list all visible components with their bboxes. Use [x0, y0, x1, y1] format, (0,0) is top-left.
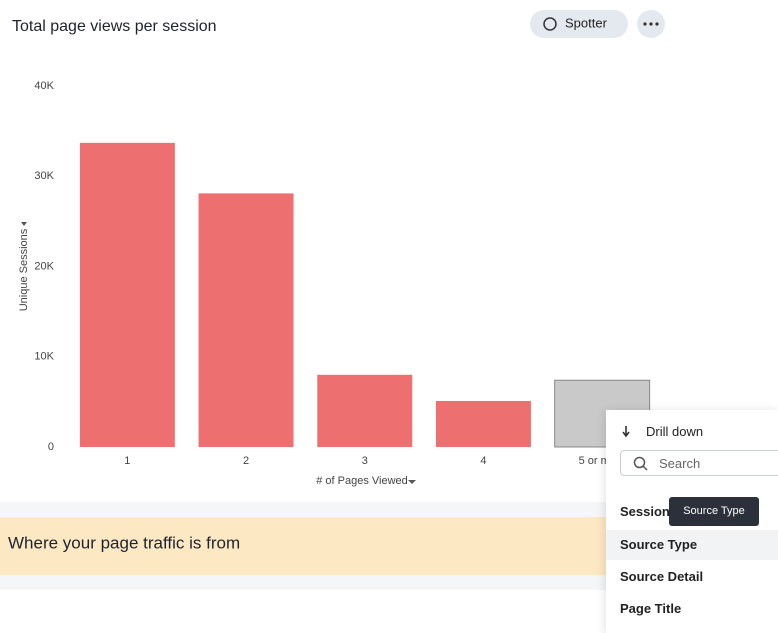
y-tick-label: 30K [34, 170, 54, 182]
chart-title: Total page views per session [12, 18, 217, 35]
drill-icon [622, 426, 630, 438]
y-tick-label: 20K [34, 260, 54, 272]
y-axis-caret [21, 222, 27, 226]
context-menu: Drill down Search Session Source Type So… [606, 410, 778, 633]
x-tick-label: 4 [480, 455, 486, 467]
bar[interactable] [79, 142, 175, 448]
x-tick-label: 1 [124, 455, 130, 467]
search-placeholder: Search [659, 456, 701, 471]
x-axis-caret [408, 480, 416, 484]
bar[interactable] [317, 374, 413, 447]
menu-item[interactable]: Page Title [620, 601, 682, 616]
x-tick-label: 3 [362, 455, 368, 467]
search-box[interactable]: Search [620, 450, 778, 476]
bar[interactable] [435, 400, 531, 447]
menu-item[interactable]: Source Type [606, 530, 778, 560]
more-icon [643, 22, 659, 26]
menu-item[interactable]: Source Detail [620, 569, 704, 584]
search-icon [633, 456, 648, 471]
y-axis-label[interactable]: Unique Sessions [18, 228, 30, 311]
x-axis-label[interactable]: # of Pages Viewed [316, 475, 408, 487]
y-tick-label: 10K [34, 351, 54, 363]
y-tick-label: 0 [48, 441, 54, 453]
spotter-icon [543, 17, 557, 31]
y-tick-label: 40K [34, 80, 54, 92]
bar[interactable] [198, 193, 294, 447]
x-tick-label: 2 [243, 455, 249, 467]
menu-item[interactable]: Session [620, 504, 670, 519]
tooltip: Source Type [669, 497, 759, 526]
spotter-label: Spotter [565, 15, 608, 30]
drill-down[interactable]: Drill down [646, 424, 704, 439]
spotter-button[interactable] [530, 10, 628, 38]
section-title: Where your page traffic is from [8, 533, 240, 552]
